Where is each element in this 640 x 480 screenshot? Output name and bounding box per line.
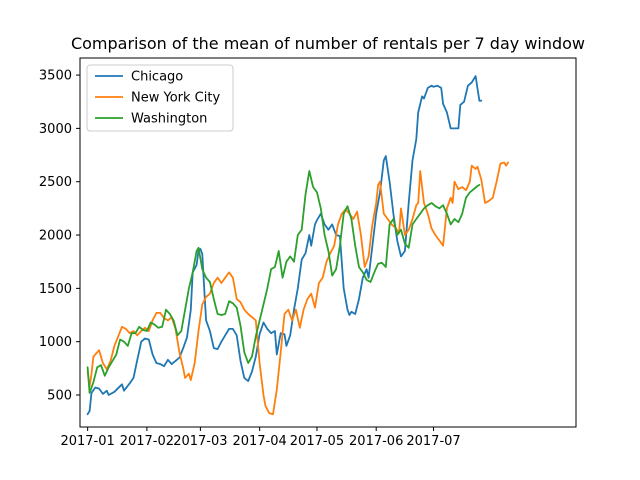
x-axis: 2017-01 2017-02 2017-03 2017-04 2017-05 2017-… [60,427,461,449]
legend-label-2: New York City [131,91,220,106]
x-tick-label: 2017-06 [349,434,403,449]
x-tick-label: 2017-04 [232,434,286,449]
chart-title: Comparison of the mean of number of rent… [71,34,585,53]
legend-box [86,64,234,132]
x-tick-label: 2017-07 [406,434,460,449]
legend: Chicago New York City Washington [86,64,234,132]
y-tick-label: 500 [47,389,72,404]
x-tick-label: 2017-02 [120,434,174,449]
series-line-3 [86,170,481,394]
y-tick-label: 3000 [39,122,72,137]
y-tick-label: 2000 [39,229,72,244]
y-tick-label: 2500 [39,175,72,190]
y-tick-label: 3500 [39,69,72,84]
x-tick-label: 2017-01 [60,434,114,449]
y-tick-label: 1000 [39,335,72,350]
legend-label-3: Washington [131,112,207,127]
series-line-2 [86,161,509,416]
x-tick-label: 2017-03 [173,434,227,449]
series-lines [86,75,509,416]
legend-label-1: Chicago [131,70,183,85]
series-line-1 [86,75,483,416]
y-axis: 500 1000 1500 2000 2500 3000 3500 [39,69,80,404]
y-tick-label: 1500 [39,282,72,297]
x-tick-label: 2017-05 [290,434,344,449]
